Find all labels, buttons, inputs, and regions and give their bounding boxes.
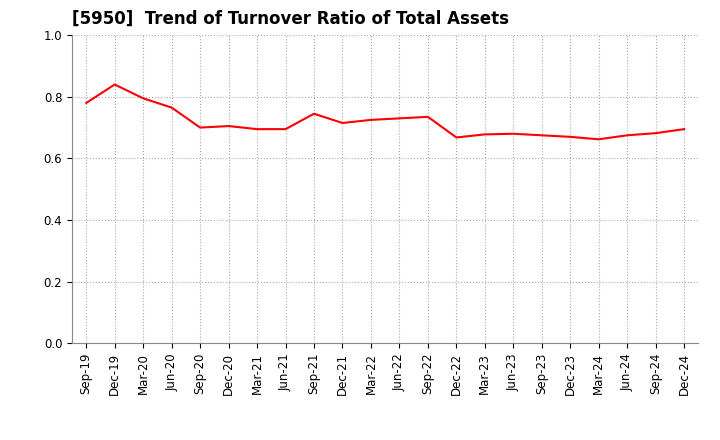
Text: [5950]  Trend of Turnover Ratio of Total Assets: [5950] Trend of Turnover Ratio of Total … [72, 10, 509, 28]
